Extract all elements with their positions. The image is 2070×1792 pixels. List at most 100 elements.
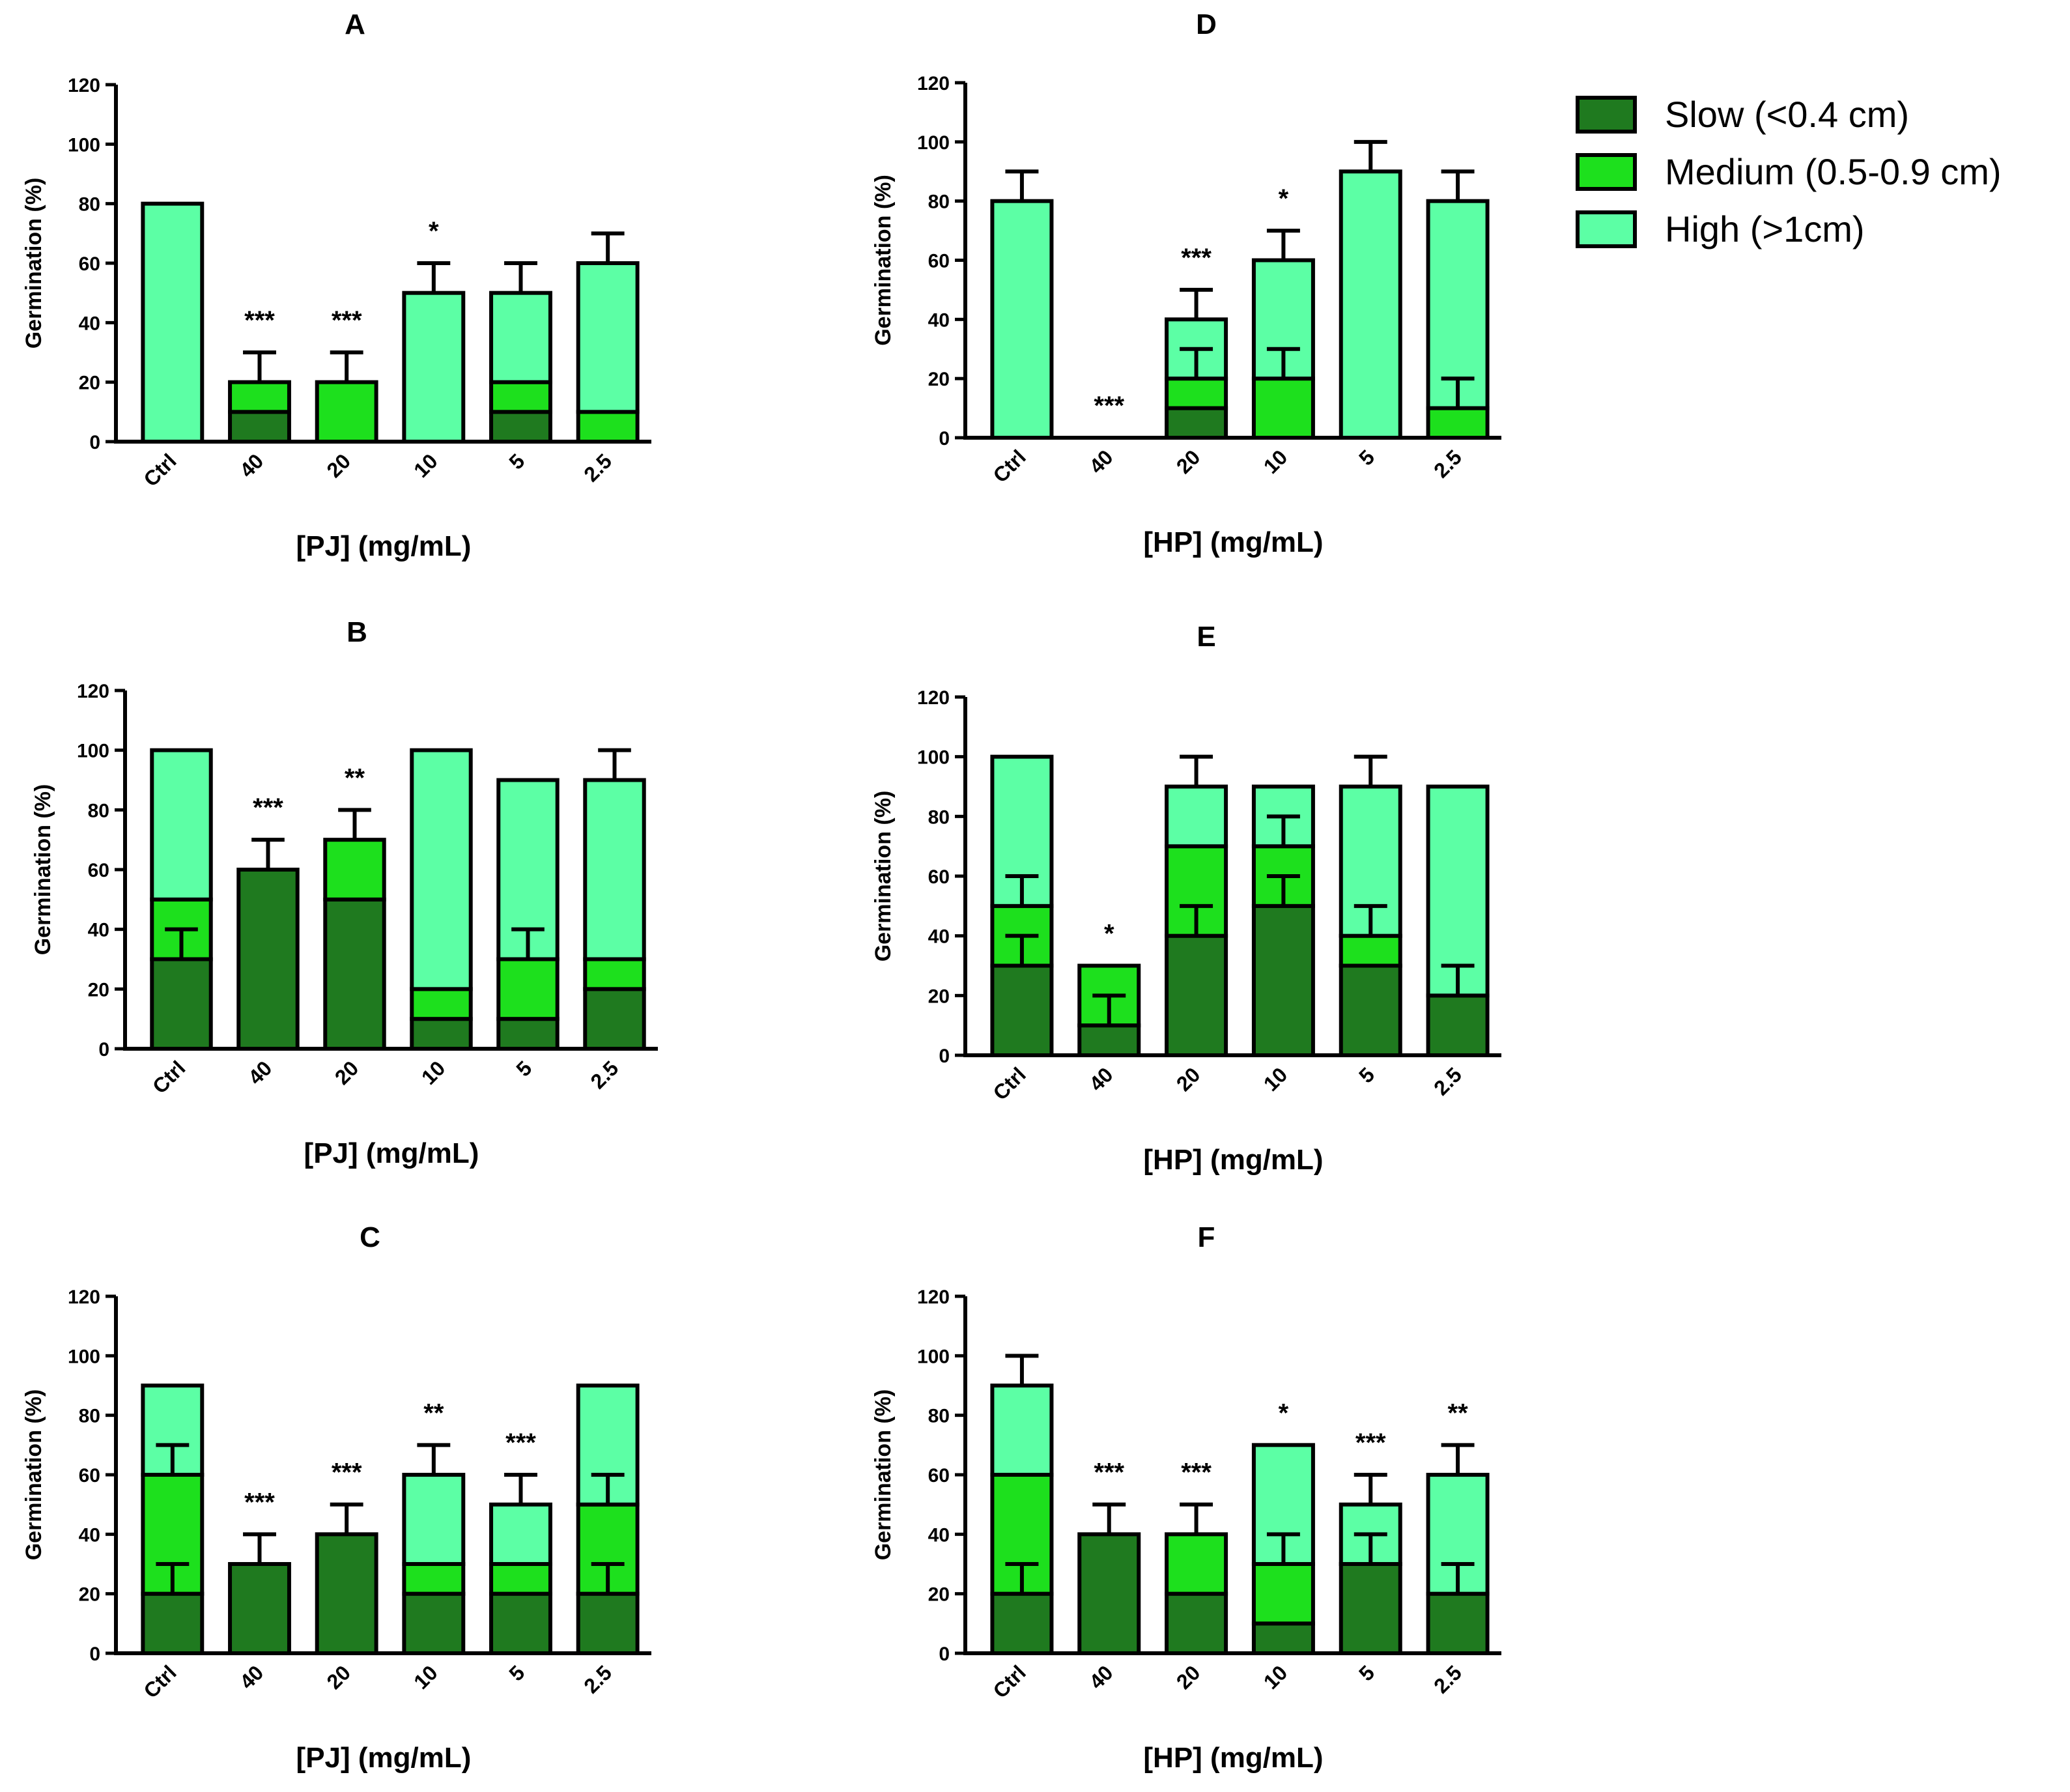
- x-tick-label-e: 2.5: [1429, 1062, 1466, 1100]
- x-tick-label-c: 10: [409, 1660, 442, 1694]
- x-axis-title-a: [PJ] (mg/mL): [296, 530, 472, 562]
- y-tick-label-c: 0: [89, 1643, 100, 1665]
- x-axis-title-d: [HP] (mg/mL): [1143, 526, 1323, 558]
- x-tick-label-d: 10: [1259, 445, 1292, 478]
- bar-segment-slow-c: [315, 1532, 378, 1655]
- significance-label-d: ***: [1181, 244, 1212, 272]
- bar-segment-high-d: [990, 199, 1054, 440]
- x-tick-label-f: 5: [1354, 1660, 1379, 1685]
- panel-title-a: A: [345, 8, 365, 40]
- bar-segment-high-d: [1339, 169, 1402, 440]
- legend-swatch-medium: [1576, 153, 1637, 191]
- y-tick-label-b: 20: [88, 979, 109, 1001]
- bar-segment-high-e: [1426, 784, 1490, 998]
- x-tick-label-d: 40: [1085, 445, 1118, 478]
- y-tick-label-f: 120: [917, 1287, 950, 1308]
- y-tick-label-d: 40: [928, 309, 950, 331]
- x-tick-label-a: 2.5: [579, 449, 616, 486]
- x-tick-label-d: 5: [1354, 445, 1379, 470]
- y-tick-label-f: 20: [928, 1584, 950, 1606]
- x-axis-title-b: [PJ] (mg/mL): [304, 1137, 479, 1169]
- y-tick-label-d: 80: [928, 192, 950, 213]
- bar-segment-medium-b: [583, 957, 646, 991]
- bar-segment-slow-b: [496, 1017, 560, 1051]
- x-tick-label-d: 20: [1172, 445, 1205, 478]
- x-axis-title-f: [HP] (mg/mL): [1143, 1742, 1323, 1774]
- y-tick-label-b: 80: [88, 800, 109, 821]
- significance-label-b: **: [345, 763, 365, 792]
- significance-label-c: **: [423, 1399, 444, 1427]
- bar-segment-medium-f: [1251, 1562, 1315, 1626]
- significance-label-f: **: [1448, 1399, 1469, 1427]
- y-tick-label-a: 0: [89, 432, 100, 453]
- x-tick-label-c: 5: [504, 1660, 529, 1685]
- bar-segment-medium-a: [228, 380, 291, 414]
- panel-title-d: D: [1196, 8, 1217, 40]
- x-tick-label-e: 10: [1259, 1062, 1292, 1096]
- bar-segment-high-f: [990, 1384, 1054, 1477]
- x-tick-label-b: 2.5: [586, 1056, 623, 1093]
- bar-segment-medium-f: [1165, 1532, 1228, 1596]
- x-tick-label-b: 5: [511, 1056, 536, 1081]
- bar-segment-high-e: [1165, 784, 1228, 849]
- bar-segment-slow-c: [402, 1591, 466, 1656]
- y-tick-label-b: 40: [88, 920, 109, 941]
- bar-segment-slow-b: [410, 1017, 473, 1051]
- y-axis-title-e: Germination (%): [871, 791, 896, 962]
- y-tick-label-a: 20: [79, 373, 100, 394]
- y-tick-label-a: 80: [79, 194, 100, 216]
- bar-segment-slow-d: [1165, 406, 1228, 440]
- x-tick-label-b: 10: [417, 1056, 450, 1089]
- y-tick-label-c: 100: [68, 1346, 100, 1367]
- x-tick-label-f: 10: [1259, 1660, 1292, 1694]
- significance-label-c: ***: [244, 1488, 275, 1516]
- panel-title-b: B: [347, 616, 367, 648]
- x-tick-label-f: 20: [1172, 1660, 1205, 1694]
- bar-segment-medium-d: [1251, 377, 1315, 440]
- bar-segment-slow-b: [583, 987, 646, 1051]
- y-tick-label-a: 60: [79, 253, 100, 275]
- y-tick-label-b: 120: [77, 681, 109, 702]
- bar-segment-slow-c: [489, 1591, 552, 1656]
- y-tick-label-d: 100: [917, 132, 950, 154]
- y-tick-label-e: 80: [928, 806, 950, 828]
- bar-segment-slow-b: [236, 868, 300, 1051]
- x-tick-label-b: 40: [244, 1056, 277, 1089]
- bar-segment-slow-e: [1426, 993, 1490, 1058]
- x-tick-label-b: Ctrl: [148, 1056, 190, 1098]
- significance-label-c: ***: [332, 1458, 362, 1487]
- bar-segment-slow-f: [1339, 1562, 1402, 1655]
- y-axis-title-f: Germination (%): [871, 1389, 896, 1561]
- bar-segment-slow-f: [1165, 1591, 1228, 1656]
- bar-segment-high-c: [402, 1473, 466, 1566]
- x-axis-title-c: [PJ] (mg/mL): [296, 1742, 472, 1774]
- bar-segment-medium-b: [323, 838, 386, 902]
- y-tick-label-c: 60: [79, 1465, 100, 1486]
- bar-segment-slow-e: [1165, 933, 1228, 1057]
- y-tick-label-e: 40: [928, 926, 950, 948]
- bar-segment-high-b: [583, 778, 646, 961]
- y-axis-title-b: Germination (%): [31, 784, 55, 956]
- bar-segment-slow-b: [150, 957, 213, 1051]
- significance-label-e: *: [1104, 920, 1114, 948]
- x-tick-label-a: 20: [322, 449, 355, 482]
- y-axis-title-d: Germination (%): [871, 175, 896, 346]
- y-tick-label-c: 80: [79, 1406, 100, 1427]
- significance-label-c: ***: [505, 1429, 536, 1457]
- bar-segment-high-a: [141, 201, 205, 444]
- significance-label-d: ***: [1094, 391, 1124, 420]
- y-tick-label-e: 100: [917, 747, 950, 769]
- y-tick-label-c: 120: [68, 1287, 100, 1308]
- significance-label-f: *: [1279, 1399, 1289, 1427]
- significance-label-f: ***: [1181, 1458, 1212, 1487]
- bar-segment-medium-b: [496, 957, 560, 1021]
- x-tick-label-c: Ctrl: [139, 1660, 180, 1702]
- bar-segment-medium-a: [315, 380, 378, 444]
- significance-label-a: *: [429, 217, 439, 246]
- bar-segment-slow-e: [1339, 963, 1402, 1057]
- y-tick-label-a: 100: [68, 134, 100, 156]
- panel-title-f: F: [1198, 1221, 1215, 1253]
- bar-segment-medium-c: [402, 1562, 466, 1596]
